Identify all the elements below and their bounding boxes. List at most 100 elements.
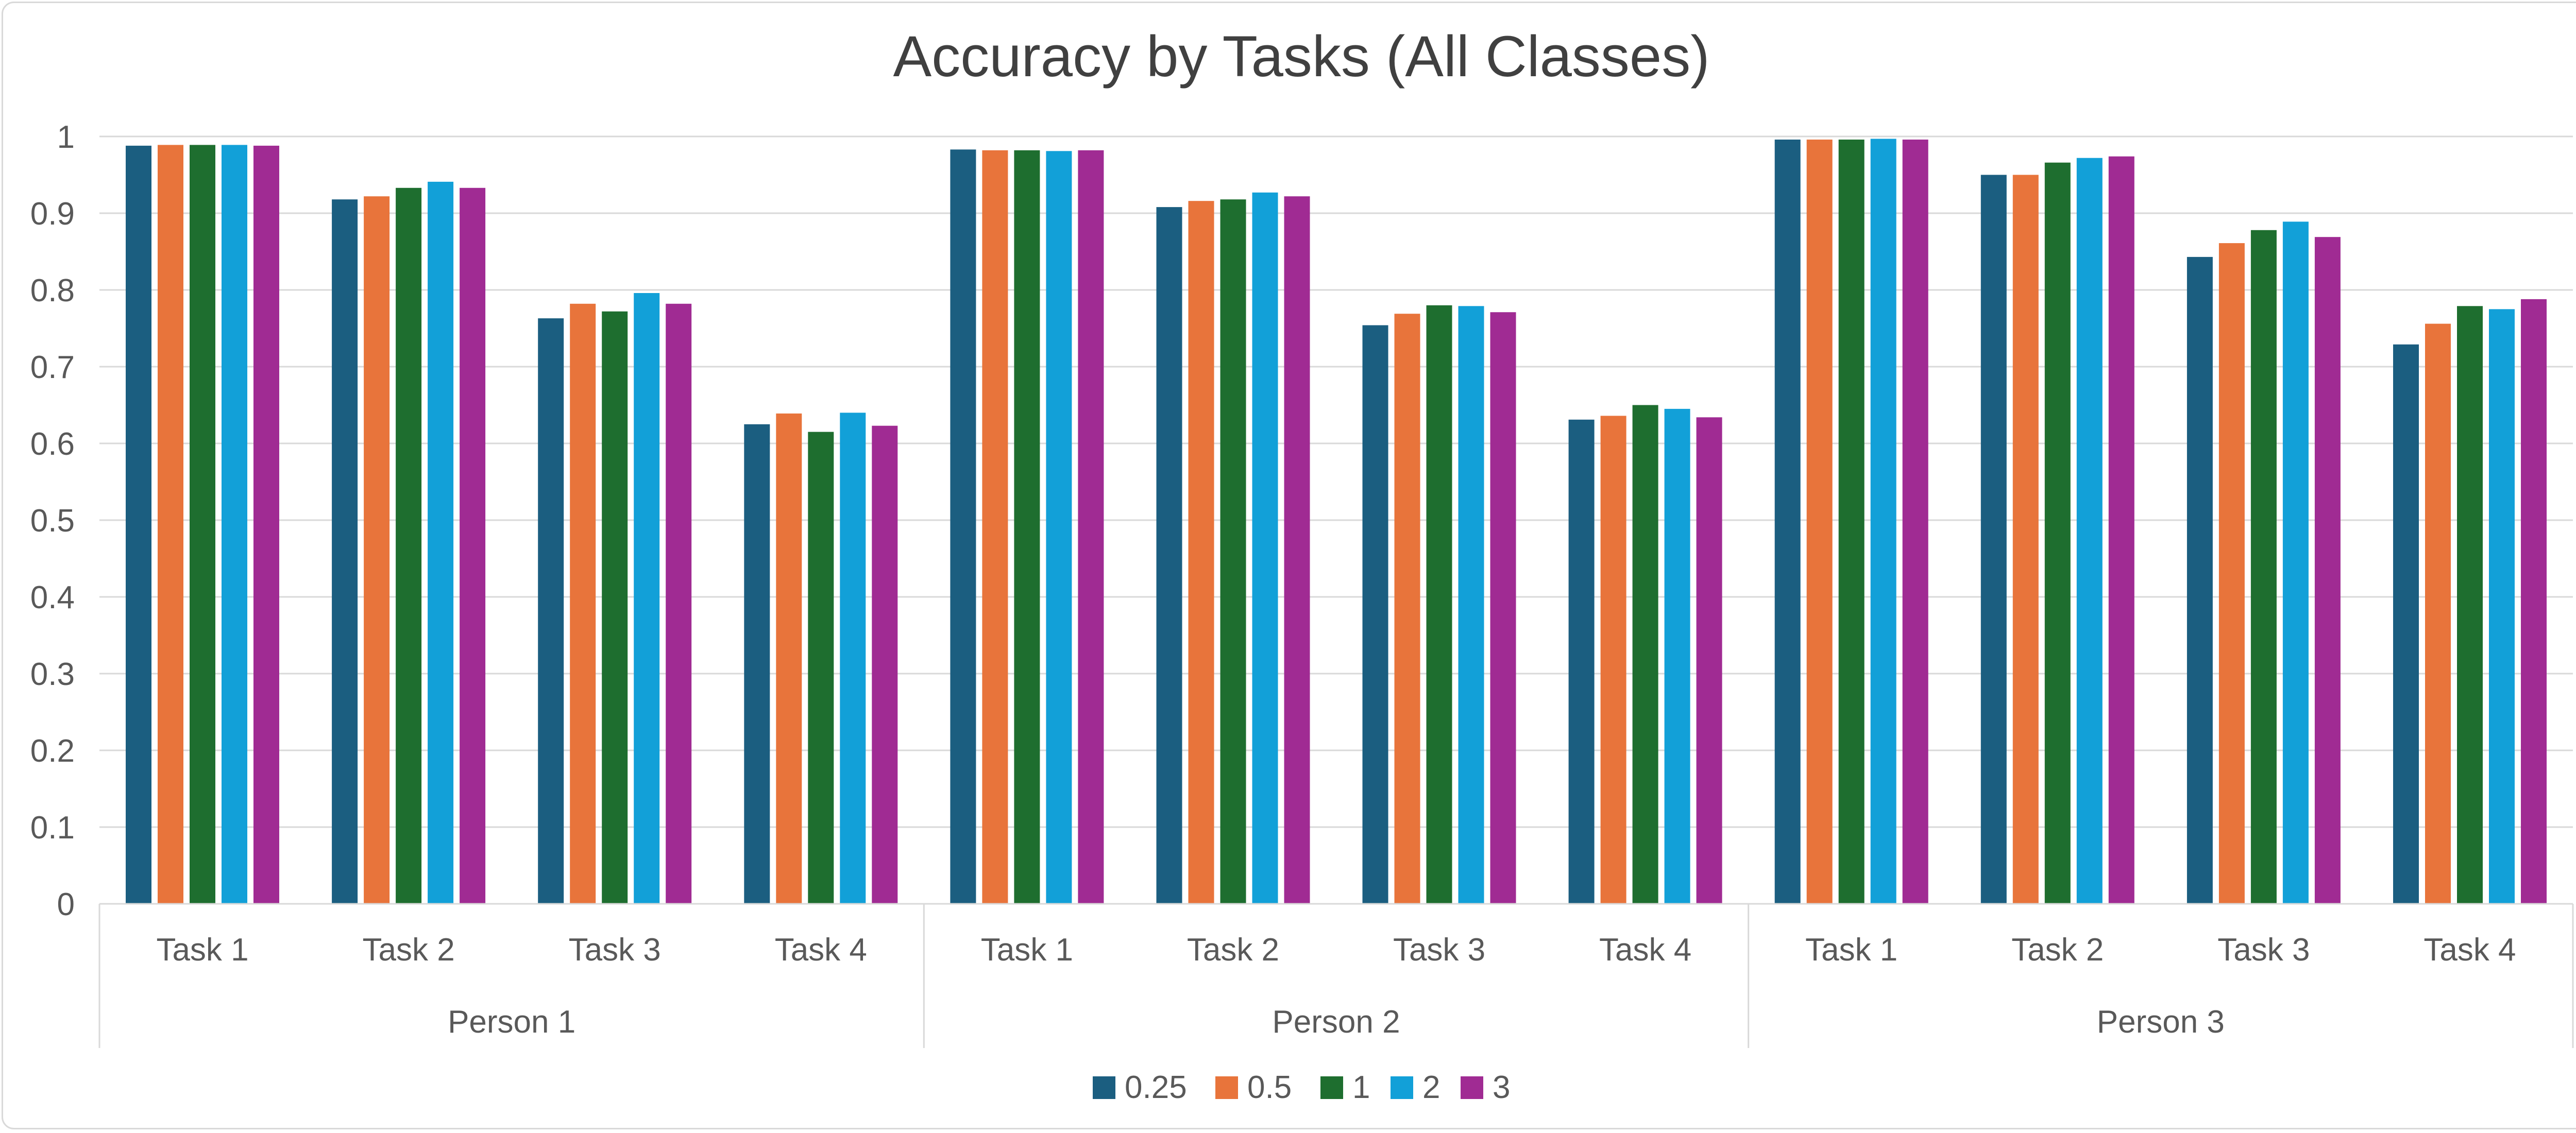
bar xyxy=(1156,207,1182,904)
bar xyxy=(2314,237,2341,904)
x-tick-label: Task 4 xyxy=(775,932,867,968)
bar xyxy=(1568,419,1595,904)
y-tick-label: 1 xyxy=(57,119,75,155)
x-tick-label: Task 1 xyxy=(156,932,248,968)
bar xyxy=(2457,306,2483,904)
bar xyxy=(1284,196,1310,904)
x-tick-label: Task 4 xyxy=(1599,932,1691,968)
bar xyxy=(2393,344,2419,904)
x-axis xyxy=(98,903,2574,1048)
bar xyxy=(364,196,390,904)
bar xyxy=(2044,162,2071,904)
x-tick-label: Task 3 xyxy=(2217,932,2310,968)
bar xyxy=(332,199,358,904)
bar xyxy=(1980,175,2007,904)
bar xyxy=(808,432,834,904)
bars xyxy=(126,139,2547,904)
x-tick-label: Task 2 xyxy=(363,932,455,968)
legend-item: 0.25 xyxy=(1093,1070,1187,1105)
bar xyxy=(1696,417,1722,904)
chart-title: Accuracy by Tasks (All Classes) xyxy=(893,24,1709,89)
bar xyxy=(2076,158,2103,904)
x-group-label: Person 1 xyxy=(448,1004,575,1040)
x-tick-label: Task 1 xyxy=(1805,932,1897,968)
legend-swatch xyxy=(1093,1076,1115,1099)
legend-swatch xyxy=(1461,1076,1483,1099)
bar xyxy=(950,149,976,904)
bar xyxy=(396,187,422,904)
y-tick-label: 0.1 xyxy=(30,810,75,846)
gridlines xyxy=(99,135,2573,828)
bar xyxy=(2012,175,2039,904)
x-axis-group-labels: Person 1 Person 2 Person 3 xyxy=(448,1004,2225,1040)
bar xyxy=(1632,405,1658,904)
legend-label: 1 xyxy=(1352,1070,1370,1105)
bar xyxy=(428,181,454,904)
legend-item: 1 xyxy=(1320,1070,1370,1105)
x-group-label: Person 3 xyxy=(2097,1004,2225,1040)
bar xyxy=(253,145,279,904)
x-tick-label: Task 2 xyxy=(2011,932,2104,968)
bar xyxy=(190,145,215,904)
bar xyxy=(1188,201,1214,904)
y-axis-tick-labels: 0 0.1 0.2 0.3 0.4 0.5 0.6 0.7 0.8 0.9 1 xyxy=(30,119,75,922)
bar xyxy=(776,413,802,904)
bar xyxy=(2187,256,2213,904)
legend: 0.25 0.5 1 2 3 xyxy=(1093,1070,1510,1105)
bar xyxy=(1252,192,1278,904)
bar xyxy=(126,145,151,904)
y-tick-label: 0.8 xyxy=(30,273,75,308)
bar xyxy=(222,145,247,904)
bar xyxy=(1362,325,1388,904)
legend-swatch xyxy=(1320,1076,1343,1099)
x-tick-label: Task 4 xyxy=(2424,932,2516,968)
x-tick-label: Task 2 xyxy=(1187,932,1279,968)
bar xyxy=(2250,230,2277,904)
y-tick-label: 0.6 xyxy=(30,426,75,462)
y-tick-label: 0.2 xyxy=(30,733,75,769)
bar xyxy=(634,293,660,904)
legend-swatch xyxy=(1215,1076,1238,1099)
bar xyxy=(2489,309,2515,904)
bar xyxy=(1838,140,1865,904)
bar xyxy=(1078,150,1104,904)
bar xyxy=(538,318,564,904)
bar xyxy=(1426,305,1452,904)
y-tick-label: 0.4 xyxy=(30,580,75,615)
bar xyxy=(158,145,183,904)
x-axis-tick-labels: Task 1 Task 2 Task 3 Task 4 Task 1 Task 2 Task… xyxy=(156,932,2516,968)
legend-swatch xyxy=(1391,1076,1413,1099)
bar xyxy=(2218,243,2245,904)
bar xyxy=(460,187,486,904)
bar xyxy=(602,311,628,904)
bar xyxy=(1046,151,1072,904)
bar xyxy=(744,424,770,904)
bar xyxy=(1490,312,1516,904)
x-tick-label: Task 1 xyxy=(981,932,1073,968)
legend-item: 0.5 xyxy=(1215,1070,1292,1105)
bar xyxy=(1870,139,1896,904)
y-tick-label: 0.9 xyxy=(30,196,75,232)
bar xyxy=(840,413,866,904)
bar xyxy=(2521,299,2547,904)
x-group-label: Person 2 xyxy=(1272,1004,1400,1040)
bar xyxy=(2108,156,2134,904)
bar xyxy=(1806,140,1833,904)
legend-item: 2 xyxy=(1391,1070,1440,1105)
legend-label: 3 xyxy=(1493,1070,1510,1105)
bar xyxy=(1220,199,1246,904)
bar xyxy=(1902,140,1928,904)
y-tick-label: 0 xyxy=(57,887,75,922)
bar xyxy=(666,303,692,904)
y-tick-label: 0.5 xyxy=(30,503,75,539)
bar xyxy=(1600,416,1626,904)
x-tick-label: Task 3 xyxy=(569,932,661,968)
legend-label: 0.5 xyxy=(1247,1070,1292,1105)
bar xyxy=(982,150,1008,904)
bar xyxy=(1394,314,1420,904)
bar xyxy=(570,303,596,904)
y-tick-label: 0.7 xyxy=(30,350,75,385)
legend-item: 3 xyxy=(1461,1070,1510,1105)
bar xyxy=(872,425,898,904)
